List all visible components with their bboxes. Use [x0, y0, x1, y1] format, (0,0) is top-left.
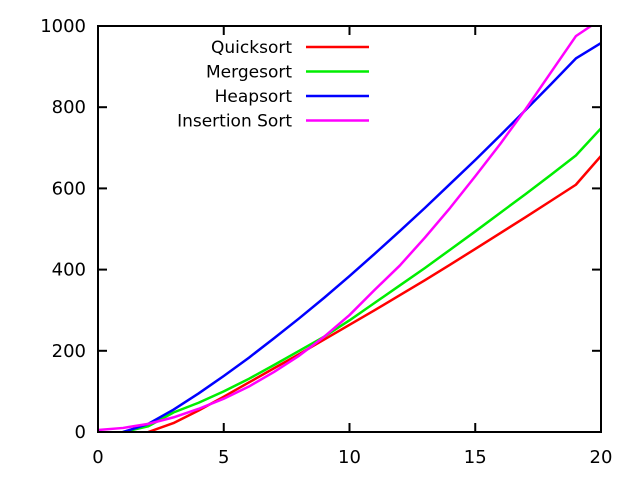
series-group	[98, 26, 601, 432]
x-tick-label: 20	[590, 447, 613, 468]
x-tick-label: 0	[92, 447, 103, 468]
plot-frame	[97, 25, 602, 433]
x-tick-label: 5	[218, 447, 229, 468]
legend-entry: Mergesort	[206, 63, 369, 83]
legend-entry: Insertion Sort	[177, 112, 369, 132]
x-tick-label: 15	[464, 447, 487, 468]
y-tick-label: 1000	[40, 16, 86, 37]
y-tick-label: 0	[75, 422, 86, 443]
series-line-insertion-sort	[98, 26, 593, 432]
series-line-heapsort	[121, 41, 601, 432]
legend-entry: Heapsort	[215, 87, 369, 107]
legend-entry: Quicksort	[211, 38, 369, 58]
legend-label: Mergesort	[206, 63, 292, 83]
legend-label: Heapsort	[215, 87, 293, 107]
series-line-mergesort	[121, 127, 601, 432]
y-tick-label: 600	[52, 178, 86, 199]
y-tick-label: 400	[52, 260, 86, 281]
series-line-quicksort	[147, 154, 601, 432]
legend: Quicksort Mergesort Heapsort Insertion Sort	[177, 38, 369, 132]
x-tick-label: 10	[338, 447, 361, 468]
y-tick-label: 200	[52, 341, 86, 362]
legend-label: Quicksort	[211, 38, 292, 58]
y-tick-label: 800	[52, 97, 86, 118]
legend-label: Insertion Sort	[177, 112, 292, 132]
